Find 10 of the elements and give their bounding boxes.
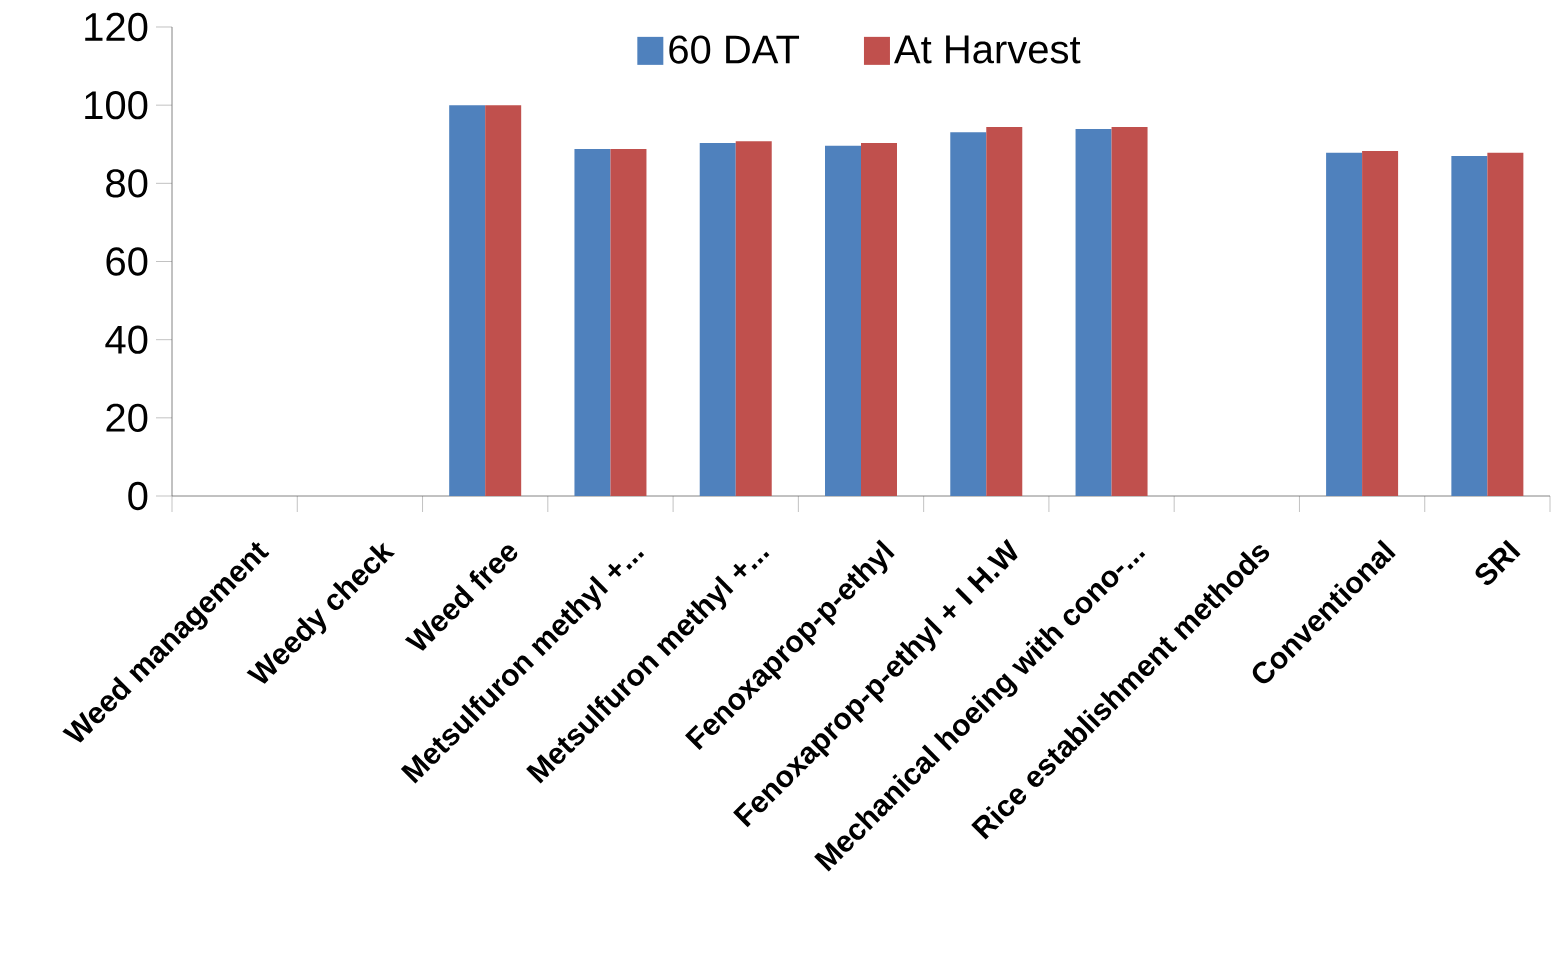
- legend-label: 60 DAT: [669, 35, 800, 64]
- y-tick-label: 100: [85, 91, 148, 120]
- y-tick-label: 120: [85, 12, 148, 42]
- y-tick-label: 80: [106, 169, 148, 198]
- y-tick-label: 0: [128, 481, 148, 511]
- y-tick-label: 60: [106, 247, 148, 276]
- legend-label: At Harvest: [894, 35, 1081, 64]
- y-tick-label: 40: [105, 325, 148, 354]
- y-tick-label: 20: [106, 403, 148, 432]
- x-tick-label: SRI: [1475, 539, 1521, 585]
